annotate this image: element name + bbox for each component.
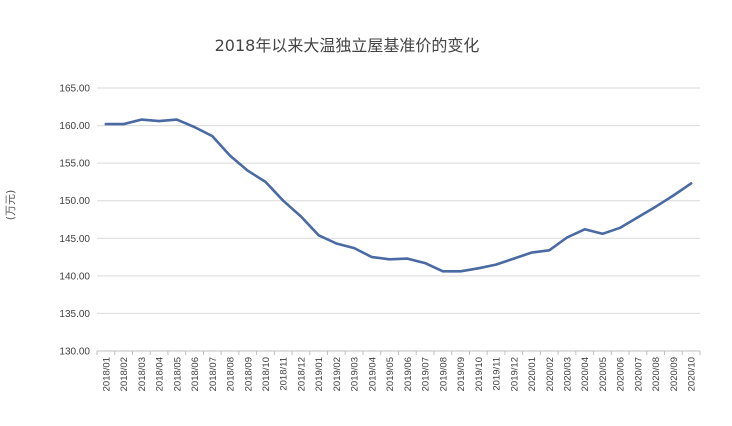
data-point [299,215,303,218]
data-point [654,205,657,208]
x-tick-label: 2020/01 [527,357,538,391]
x-tick-label: 2020/04 [580,357,591,391]
data-point [512,257,515,260]
data-point [459,270,462,273]
x-tick-label: 2018/03 [137,357,148,391]
x-tick-label: 2018/04 [155,357,166,391]
data-point [157,119,161,123]
x-tick-label: 2018/02 [119,357,130,391]
y-tick-label: 130.00 [59,347,90,358]
series-line [104,118,693,273]
x-tick-label: 2018/09 [243,357,254,391]
x-tick-label: 2019/03 [350,357,361,391]
data-point [370,255,374,259]
x-tick-label: 2020/08 [651,357,662,391]
data-point [104,122,108,126]
x-tick-label: 2019/04 [367,357,378,391]
data-point [264,180,267,184]
y-axis-ticks: 130.00 135.00 140.00 145.00 150.00 155.00 160.… [59,84,90,358]
data-point [583,228,586,231]
data-point [672,194,675,197]
data-point [335,242,338,245]
data-point [228,154,232,157]
x-tick-label: 2020/07 [633,357,644,391]
data-point [601,232,604,235]
data-point [317,234,320,237]
y-tick-label: 155.00 [59,159,90,170]
x-tick-label: 2020/03 [562,357,573,391]
data-point [388,258,391,261]
x-tick-label: 2018/11 [279,357,290,391]
x-tick-label: 2019/07 [421,357,432,391]
x-tick-label: 2020/05 [598,357,609,391]
x-tick-label: 2019/10 [474,357,485,391]
x-tick-label: 2020/06 [616,357,627,391]
x-axis-ticks: 2018/01 2018/02 2018/03 2018/04 2018/05 2018/… [96,351,701,391]
data-point [689,182,693,185]
data-point [211,134,214,138]
x-tick-label: 2018/10 [261,357,272,391]
y-tick-label: 150.00 [59,196,90,207]
data-point [477,267,480,270]
data-point [352,246,356,250]
data-point [530,251,533,254]
x-tick-label: 2019/11 [492,357,503,391]
x-tick-label: 2019/08 [438,357,449,391]
x-tick-label: 2020/10 [687,357,698,391]
data-point [406,257,409,260]
x-tick-label: 2020/02 [545,357,556,391]
x-tick-label: 2018/06 [190,357,201,391]
x-tick-label: 2019/09 [456,357,467,391]
x-tick-label: 2019/12 [509,357,520,391]
data-point [246,169,249,172]
data-point [122,122,125,126]
gridlines [97,87,700,314]
y-tick-label: 160.00 [59,121,90,132]
x-tick-label: 2018/12 [296,357,307,391]
data-point [140,118,143,121]
data-point [565,236,569,239]
data-point [423,261,427,265]
y-tick-label: 140.00 [59,271,90,282]
chart-title: 2018年以来大温独立屋基准价的变化 [215,36,480,55]
data-point [548,249,551,252]
data-point [441,270,445,273]
data-point [193,125,196,129]
data-point [175,118,179,121]
y-tick-label: 145.00 [59,234,90,245]
data-point [282,199,285,202]
y-axis-label: (万元) [4,190,17,221]
data-point [494,263,498,266]
x-tick-label: 2020/09 [669,357,680,391]
data-point [618,226,622,229]
series-layer [104,118,693,273]
x-tick-label: 2018/07 [208,357,219,391]
x-tick-label: 2018/01 [101,357,112,391]
y-tick-label: 135.00 [59,309,90,320]
x-tick-label: 2018/05 [172,357,183,391]
data-point [636,216,640,219]
x-tick-label: 2018/08 [226,357,237,391]
y-tick-label: 165.00 [59,84,90,95]
x-tick-label: 2019/05 [385,357,396,391]
x-tick-label: 2019/06 [403,357,414,391]
x-tick-label: 2019/02 [332,357,343,391]
x-tick-label: 2019/01 [314,357,325,391]
